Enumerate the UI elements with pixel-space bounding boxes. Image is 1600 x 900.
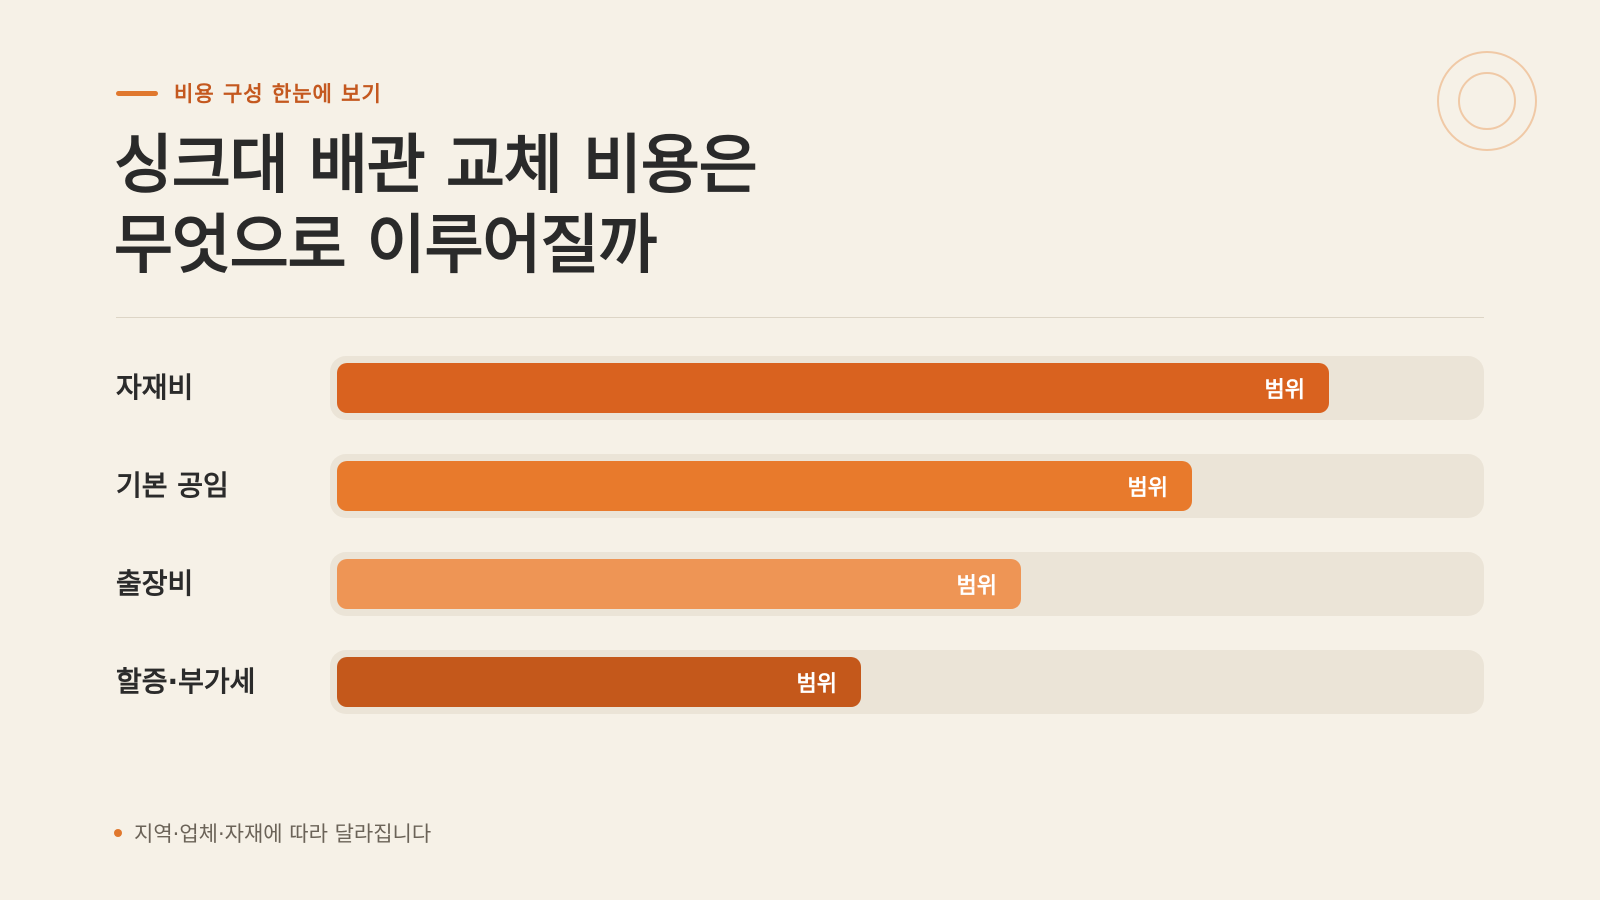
bar-track: 범위 <box>330 356 1484 420</box>
page-title: 싱크대 배관 교체 비용은 무엇으로 이루어질까 <box>114 129 758 283</box>
bullet-icon <box>114 829 122 837</box>
footnote-text: 지역·업체·자재에 따라 달라집니다 <box>134 822 432 846</box>
cost-bar-chart: 자재비 범위 기본 공임 범위 출장비 범위 할증·부가세 범위 <box>116 356 1484 748</box>
eyebrow: 비용 구성 한눈에 보기 <box>116 78 382 108</box>
bar-value-label: 범위 <box>1264 378 1305 403</box>
bar: 범위 <box>337 559 1021 609</box>
decorative-circles-icon <box>1437 51 1537 151</box>
header-divider <box>116 317 1484 318</box>
eyebrow-accent-line <box>116 90 158 96</box>
footnote: 지역·업체·자재에 따라 달라집니다 <box>114 818 431 848</box>
bar-value-label: 범위 <box>796 672 837 697</box>
chart-row: 할증·부가세 범위 <box>116 650 1484 714</box>
chart-row: 자재비 범위 <box>116 356 1484 420</box>
category-label: 자재비 <box>116 371 194 404</box>
bar: 범위 <box>337 657 861 707</box>
bar-track: 범위 <box>330 454 1484 518</box>
bar: 범위 <box>337 363 1329 413</box>
category-label: 출장비 <box>116 567 194 600</box>
chart-row: 출장비 범위 <box>116 552 1484 616</box>
bar-value-label: 범위 <box>1127 476 1168 501</box>
category-label: 할증·부가세 <box>116 665 256 698</box>
category-label: 기본 공임 <box>116 469 229 502</box>
bar: 범위 <box>337 461 1192 511</box>
eyebrow-text: 비용 구성 한눈에 보기 <box>174 82 382 106</box>
chart-row: 기본 공임 범위 <box>116 454 1484 518</box>
bar-value-label: 범위 <box>956 574 997 599</box>
bar-track: 범위 <box>330 650 1484 714</box>
bar-track: 범위 <box>330 552 1484 616</box>
